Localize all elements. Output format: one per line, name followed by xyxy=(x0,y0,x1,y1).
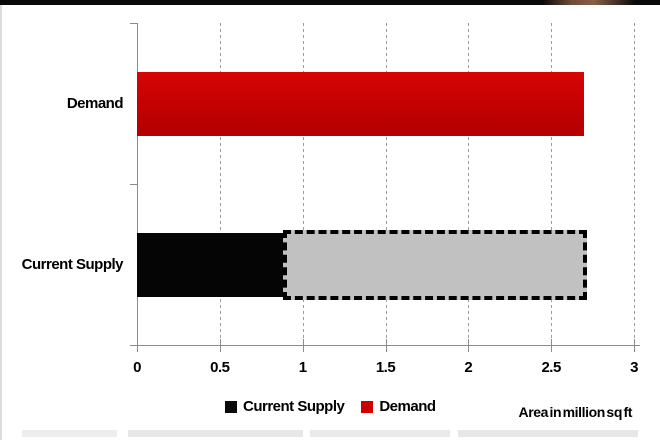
y-axis-line xyxy=(137,23,138,345)
category-label: Current Supply xyxy=(21,255,124,273)
gridline xyxy=(468,23,470,345)
gridline xyxy=(634,23,635,345)
x-tick-label: 0.5 xyxy=(210,359,230,376)
x-axis-tick xyxy=(468,339,470,352)
bottom-artifact-strip xyxy=(458,430,638,437)
top-border-accent xyxy=(543,0,635,5)
x-axis-tick xyxy=(219,339,221,352)
y-axis-tick xyxy=(130,23,137,24)
top-border-strip xyxy=(0,0,660,5)
x-tick-label: 2 xyxy=(464,359,473,376)
legend-item: Demand xyxy=(361,398,436,415)
gridline xyxy=(385,23,387,345)
legend-swatch xyxy=(225,400,237,413)
y-axis-tick xyxy=(130,184,137,185)
bottom-artifact-strip xyxy=(310,430,450,437)
x-axis-tick xyxy=(385,339,387,352)
x-tick-label: 0 xyxy=(133,359,141,376)
x-tick-label: 3 xyxy=(630,359,638,376)
gridline xyxy=(551,23,553,345)
legend-item: Current Supply xyxy=(225,398,345,415)
x-axis-title: Area in million sq ft xyxy=(518,404,632,420)
x-tick-label: 2.5 xyxy=(541,359,561,376)
bar-dashed-extension xyxy=(283,229,588,300)
x-axis-tick xyxy=(551,339,553,352)
x-axis-tick xyxy=(137,339,138,352)
gridline xyxy=(302,23,304,345)
y-axis-tick xyxy=(130,345,137,346)
legend-label: Current Supply xyxy=(243,398,345,415)
bar-demand xyxy=(137,71,585,136)
left-edge-line xyxy=(0,5,2,440)
legend-swatch xyxy=(361,400,374,413)
x-tick-label: 1 xyxy=(298,359,307,376)
x-axis-tick xyxy=(634,339,635,352)
x-tick-label: 1.5 xyxy=(375,359,396,376)
bottom-artifact-strip xyxy=(22,430,117,437)
bar-current-supply xyxy=(137,232,287,297)
bottom-artifact-strip xyxy=(128,430,303,437)
legend-label: Demand xyxy=(379,398,436,415)
category-label: Demand xyxy=(66,94,124,112)
gridline xyxy=(219,23,221,345)
x-axis-tick xyxy=(302,339,304,352)
chart-legend: Current Supply Demand xyxy=(225,398,436,415)
